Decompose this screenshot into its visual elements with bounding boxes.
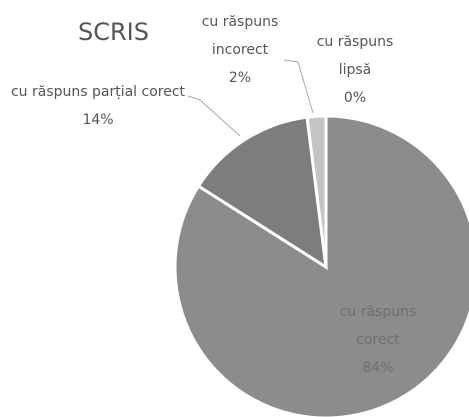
leader-line (187, 95, 241, 137)
data-label: cu răspuns corect 84% (318, 298, 438, 382)
value-label: 14% (82, 112, 114, 128)
value-label: 84% (362, 360, 394, 376)
value-label: 2% (228, 70, 252, 86)
category-label: cu răspuns lipsă (316, 34, 394, 78)
data-label: cu răspuns parțial corect 14% (8, 78, 188, 134)
data-label: cu răspuns incorect 2% (185, 8, 295, 92)
category-label: cu răspuns corect (339, 304, 417, 348)
leader-line (283, 59, 314, 114)
value-label: 0% (343, 90, 367, 106)
category-label: cu răspuns parțial corect (10, 84, 186, 100)
pie-slice (196, 115, 328, 270)
category-label: cu răspuns incorect (201, 14, 279, 58)
data-label: cu răspuns lipsă 0% (300, 28, 410, 112)
chart-title: SCRIS (78, 18, 149, 46)
pie-slice (173, 114, 469, 417)
